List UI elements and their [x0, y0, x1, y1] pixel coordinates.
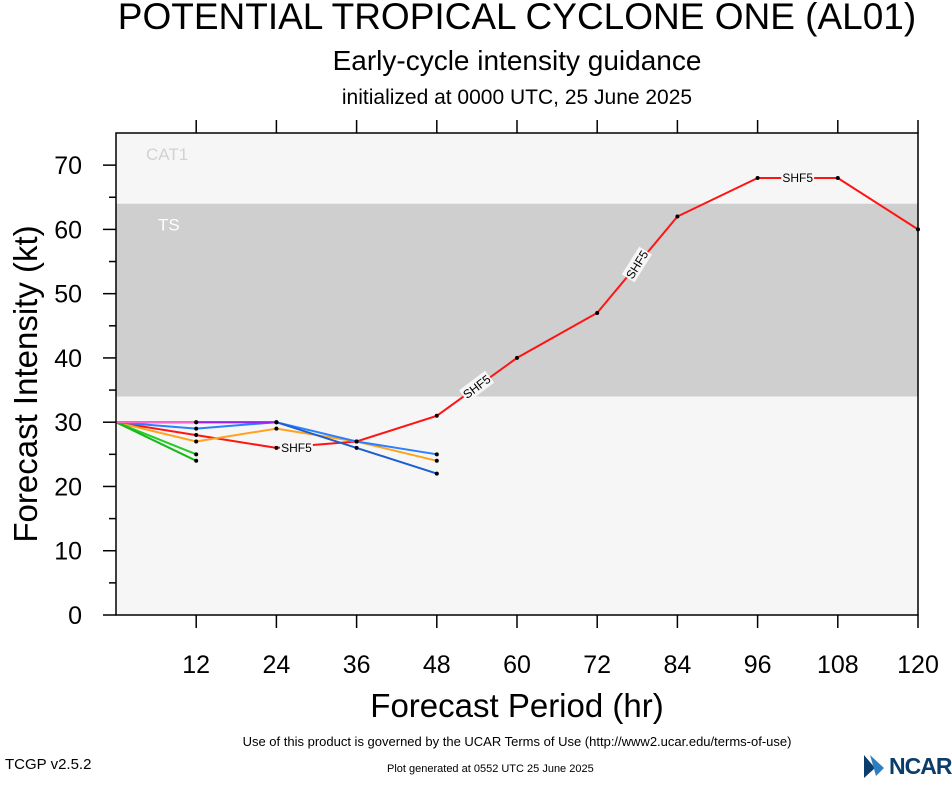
series-label-group-0: SHF5 — [280, 439, 313, 455]
series-label-3: SHF5 — [782, 171, 813, 185]
data-point-0-48 — [434, 413, 439, 418]
series-line-5 — [115, 421, 197, 462]
data-point-0-24 — [274, 445, 279, 450]
y-tick-label-40: 40 — [54, 345, 82, 373]
data-point-1-48 — [434, 458, 439, 463]
init-time: initialized at 0000 UTC, 25 June 2025 — [341, 86, 693, 109]
x-tick-label-60: 60 — [503, 651, 531, 679]
ncar-logo-text: NCAR — [889, 753, 952, 779]
y-tick-label-30: 30 — [54, 409, 82, 437]
x-tick-label-96: 96 — [744, 651, 772, 679]
data-point-2-12 — [194, 426, 199, 431]
band-label-ts: TS — [158, 216, 180, 235]
series-label-bg-3 — [781, 169, 815, 185]
series-label-bg-0 — [280, 439, 313, 455]
data-point-1-24 — [274, 426, 279, 431]
y-axis-title: Forecast Intensity (kt) — [7, 225, 44, 542]
band-label-cat1: CAT1 — [146, 145, 188, 164]
data-point-0-84 — [675, 214, 680, 219]
x-tick-label-72: 72 — [583, 651, 611, 679]
x-tick-label-84: 84 — [663, 651, 691, 679]
x-axis-title: Forecast Period (hr) — [370, 687, 663, 724]
data-point-4-12 — [194, 452, 199, 457]
intensity-band-2 — [116, 396, 918, 615]
intensity-band-1 — [116, 203, 918, 397]
x-tick-label-12: 12 — [182, 651, 210, 679]
terms-of-use: Use of this product is governed by the U… — [242, 734, 792, 749]
chart-title: POTENTIAL TROPICAL CYCLONE ONE (AL01) — [117, 0, 917, 37]
intensity-band-0 — [116, 133, 918, 204]
series-label-bg-1 — [458, 370, 495, 403]
data-point-1-12 — [194, 439, 199, 444]
data-point-2-36 — [354, 439, 359, 444]
y-tick-label-50: 50 — [54, 281, 82, 309]
data-point-2-48 — [434, 452, 439, 457]
ncar-logo-mark-icon — [864, 755, 884, 778]
y-tick-label-10: 10 — [54, 538, 82, 566]
series-label-group-3: SHF5 — [781, 169, 815, 185]
chart-subtitle: Early-cycle intensity guidance — [332, 45, 702, 76]
y-tick-label-70: 70 — [54, 152, 82, 180]
x-tick-label-36: 36 — [343, 651, 371, 679]
data-point-3-36 — [354, 445, 359, 450]
generated-time: Plot generated at 0552 UTC 25 June 2025 — [387, 763, 594, 775]
x-tick-label-120: 120 — [897, 651, 939, 679]
data-point-0-12 — [194, 433, 199, 438]
ncar-logo: NCAR — [862, 752, 952, 780]
data-point-5-12 — [194, 458, 199, 463]
y-tick-label-20: 20 — [54, 473, 82, 501]
data-point-0-96 — [755, 175, 760, 180]
data-point-0-72 — [595, 310, 600, 315]
series-label-0: SHF5 — [281, 441, 312, 455]
x-tick-label-108: 108 — [817, 651, 859, 679]
data-point-3-48 — [434, 471, 439, 476]
version-label: TCGP v2.5.2 — [5, 756, 92, 773]
data-point-6-24 — [274, 420, 279, 425]
series-label-bg-2 — [621, 246, 652, 283]
data-point-7-12 — [194, 420, 199, 425]
y-tick-label-0: 0 — [68, 602, 82, 630]
x-tick-label-48: 48 — [423, 651, 451, 679]
x-tick-label-24: 24 — [262, 651, 290, 679]
data-point-0-108 — [835, 175, 840, 180]
data-point-0-60 — [515, 355, 519, 360]
y-tick-label-60: 60 — [54, 216, 82, 244]
